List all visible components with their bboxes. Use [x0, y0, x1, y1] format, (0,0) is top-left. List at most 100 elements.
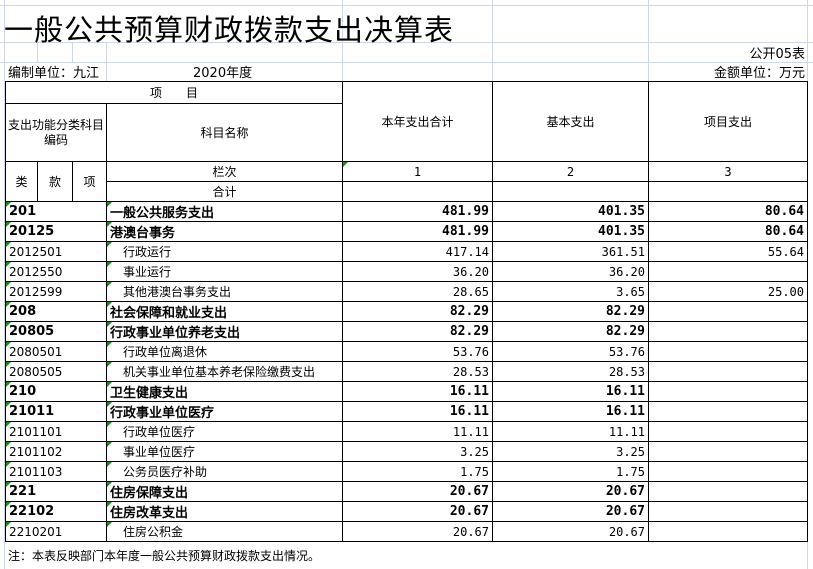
cell-code[interactable]: 22102 [5, 501, 107, 522]
cell-name[interactable]: 行政运行 [106, 241, 343, 262]
cell-total[interactable]: 16.11 [342, 381, 493, 402]
cell-code[interactable]: 2080501 [5, 341, 107, 362]
header-lei: 类 [5, 161, 38, 202]
cell-code[interactable]: 2101103 [5, 461, 107, 482]
cell-name[interactable]: 住房保障支出 [106, 481, 343, 502]
cell-marker [107, 322, 112, 327]
cell-name[interactable]: 行政单位离退休 [106, 341, 343, 362]
cell-code[interactable]: 208 [5, 301, 107, 322]
cell-code[interactable]: 21011 [5, 401, 107, 422]
cell-project[interactable] [648, 261, 808, 282]
cell-total[interactable]: 481.99 [342, 201, 493, 222]
cell-project[interactable] [648, 521, 808, 542]
cell-project[interactable] [648, 441, 808, 462]
cell-total[interactable]: 20.67 [342, 521, 493, 542]
cell-basic[interactable]: 401.35 [492, 221, 649, 242]
cell-name[interactable]: 一般公共服务支出 [106, 201, 343, 222]
cell-basic[interactable]: 82.29 [492, 301, 649, 322]
cell-name[interactable]: 港澳台事务 [106, 221, 343, 242]
cell-total[interactable]: 3.25 [342, 441, 493, 462]
cell-marker [6, 402, 11, 407]
cell-basic[interactable]: 53.76 [492, 341, 649, 362]
cell-marker [107, 422, 112, 427]
cell-text: 36.20 [608, 264, 645, 279]
cell-basic[interactable]: 16.11 [492, 381, 649, 402]
cell-name[interactable]: 事业运行 [106, 261, 343, 282]
cell-project[interactable] [648, 321, 808, 342]
cell-code[interactable]: 2101101 [5, 421, 107, 442]
cell-code[interactable]: 2012501 [5, 241, 107, 262]
cell-code[interactable]: 20125 [5, 221, 107, 242]
cell-total[interactable]: 417.14 [342, 241, 493, 262]
cell-marker [6, 302, 11, 307]
cell-code[interactable]: 2080505 [5, 361, 107, 382]
cell-name[interactable]: 社会保障和就业支出 [106, 301, 343, 322]
cell-name[interactable]: 住房公积金 [106, 521, 343, 542]
cell-code[interactable]: 210 [5, 381, 107, 402]
cell-project[interactable]: 55.64 [648, 241, 808, 262]
cell-basic[interactable]: 361.51 [492, 241, 649, 262]
cell-total[interactable]: 36.20 [342, 261, 493, 282]
cell-total[interactable]: 20.67 [342, 501, 493, 522]
cell-total[interactable]: 82.29 [342, 321, 493, 342]
cell-project[interactable]: 80.64 [648, 201, 808, 222]
cell-name[interactable]: 机关事业单位基本养老保险缴费支出 [106, 361, 343, 382]
cell-project[interactable] [648, 361, 808, 382]
cell-total[interactable]: 28.53 [342, 361, 493, 382]
cell-name[interactable]: 行政单位医疗 [106, 421, 343, 442]
cell-total[interactable]: 481.99 [342, 221, 493, 242]
gridline [0, 42, 813, 43]
cell-basic[interactable]: 11.11 [492, 421, 649, 442]
cell-project[interactable] [648, 301, 808, 322]
cell-code[interactable]: 2210201 [5, 521, 107, 542]
cell-project[interactable] [648, 381, 808, 402]
cell-total[interactable]: 11.11 [342, 421, 493, 442]
cell-name[interactable]: 卫生健康支出 [106, 381, 343, 402]
cell-project[interactable] [648, 401, 808, 422]
cell-text: 25.00 [767, 284, 804, 299]
cell-code[interactable]: 2012550 [5, 261, 107, 282]
cell-code[interactable]: 221 [5, 481, 107, 502]
cell-basic[interactable]: 28.53 [492, 361, 649, 382]
cell-project[interactable] [648, 421, 808, 442]
cell-name[interactable]: 住房改革支出 [106, 501, 343, 522]
cell-basic[interactable]: 20.67 [492, 501, 649, 522]
cell-code[interactable]: 2101102 [5, 441, 107, 462]
header-code-group: 支出功能分类科目编码 [5, 103, 107, 162]
gridline [4, 0, 5, 569]
cell-name[interactable]: 其他港澳台事务支出 [106, 281, 343, 302]
cell-name[interactable]: 行政事业单位养老支出 [106, 321, 343, 342]
cell-project[interactable] [648, 461, 808, 482]
cell-basic[interactable]: 3.65 [492, 281, 649, 302]
cell-total[interactable]: 53.76 [342, 341, 493, 362]
cell-text: 卫生健康支出 [110, 386, 189, 401]
cell-basic[interactable]: 36.20 [492, 261, 649, 282]
cell-basic[interactable]: 20.67 [492, 521, 649, 542]
cell-basic[interactable]: 82.29 [492, 321, 649, 342]
cell-project[interactable] [648, 341, 808, 362]
cell-name[interactable]: 行政事业单位医疗 [106, 401, 343, 422]
cell-name[interactable]: 公务员医疗补助 [106, 461, 343, 482]
cell-total[interactable]: 82.29 [342, 301, 493, 322]
cell-project[interactable] [648, 501, 808, 522]
cell-basic[interactable]: 16.11 [492, 401, 649, 422]
cell-total[interactable]: 1.75 [342, 461, 493, 482]
cell-basic[interactable]: 3.25 [492, 441, 649, 462]
cell-total[interactable]: 16.11 [342, 401, 493, 422]
cell-project[interactable] [648, 481, 808, 502]
cell-code[interactable]: 20805 [5, 321, 107, 342]
cell-total[interactable]: 20.67 [342, 481, 493, 502]
gridline [492, 0, 493, 81]
cell-basic[interactable]: 20.67 [492, 481, 649, 502]
cell-name[interactable]: 事业单位医疗 [106, 441, 343, 462]
cell-text: 机关事业单位基本养老保险缴费支出 [123, 365, 316, 379]
cell-basic[interactable]: 401.35 [492, 201, 649, 222]
cell-project[interactable]: 80.64 [648, 221, 808, 242]
cell-project[interactable]: 25.00 [648, 281, 808, 302]
cell-code[interactable]: 2012599 [5, 281, 107, 302]
cell-code[interactable]: 201 [5, 201, 107, 222]
cell-basic[interactable]: 1.75 [492, 461, 649, 482]
table-number: 公开05表 [749, 46, 805, 62]
cell-text: 208 [9, 304, 37, 319]
cell-total[interactable]: 28.65 [342, 281, 493, 302]
